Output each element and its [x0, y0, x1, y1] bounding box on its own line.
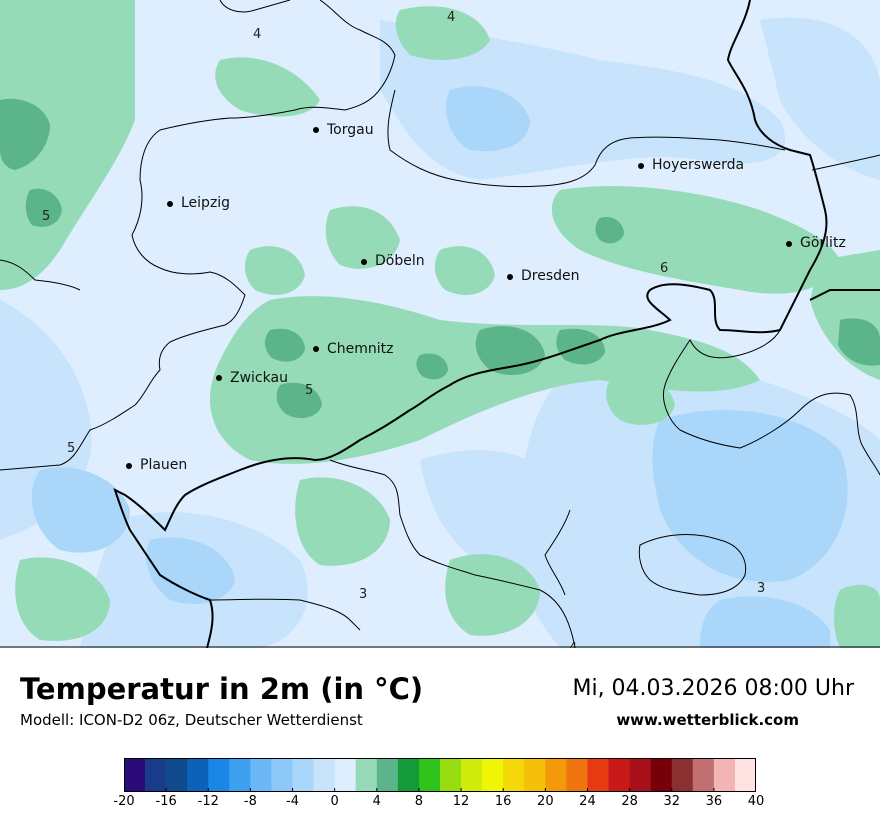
legend-tick-label: -20 — [113, 794, 135, 809]
legend-frame — [124, 758, 756, 792]
city-marker — [216, 375, 222, 381]
legend-color-cell — [608, 758, 630, 792]
city-goerlitz: Görlitz — [786, 235, 846, 251]
legend-tick-label: 4 — [372, 794, 381, 809]
city-leipzig: Leipzig — [167, 195, 230, 211]
isotherm-label: 3 — [757, 581, 765, 596]
map-title: Temperatur in 2m (in °C) — [20, 672, 424, 706]
city-label: Görlitz — [800, 235, 846, 251]
legend-color-cell — [503, 758, 525, 792]
isotherm-label: 4 — [447, 10, 455, 25]
city-doebeln: Döbeln — [361, 253, 425, 269]
legend-tick-label: 20 — [537, 794, 554, 809]
legend-color-cell — [208, 758, 230, 792]
legend-tick-label: 8 — [414, 794, 424, 809]
legend-color-cell — [187, 758, 209, 792]
color-legend-ticks: -20 -16 -12 -8 -4 0 4 8 12 16 20 24 28 32 36 40 — [104, 794, 776, 814]
legend-color-cell — [271, 758, 293, 792]
state-borders — [0, 0, 880, 648]
legend-color-cell — [461, 758, 483, 792]
city-label: Torgau — [326, 122, 374, 138]
city-label: Döbeln — [375, 253, 425, 269]
isotherm-label: 5 — [42, 209, 50, 224]
city-marker — [313, 346, 319, 352]
isotherm-label: 6 — [660, 261, 668, 276]
legend-color-cell — [250, 758, 272, 792]
city-marker — [313, 127, 319, 133]
legend-color-cell — [629, 758, 651, 792]
legend-color-cell — [334, 758, 357, 792]
city-label: Plauen — [140, 457, 187, 473]
model-info: Modell: ICON-D2 06z, Deutscher Wetterdie… — [20, 711, 363, 729]
national-border — [113, 0, 880, 648]
city-marker — [167, 201, 173, 207]
legend-color-cell — [124, 758, 146, 792]
city-plauen: Plauen — [126, 457, 187, 473]
legend-color-cell — [734, 758, 756, 792]
legend-color-cell — [313, 758, 335, 792]
legend-tick-label: -12 — [197, 794, 219, 809]
city-dresden: Dresden — [507, 268, 580, 284]
isotherm-label: 5 — [67, 441, 75, 456]
legend-tick-label: -8 — [243, 794, 257, 809]
isotherm-label: 4 — [569, 641, 577, 648]
legend-color-cell — [229, 758, 251, 792]
legend-color-cell — [587, 758, 609, 792]
legend-color-cell — [545, 758, 567, 792]
legend-color-cell — [376, 758, 399, 792]
city-label: Dresden — [521, 268, 580, 284]
legend-color-cell — [524, 758, 546, 792]
cities: Torgau Leipzig Hoyerswerda Döbeln Dresde… — [126, 122, 846, 473]
colder-zones — [31, 86, 848, 648]
city-label: Zwickau — [230, 370, 288, 386]
legend-color-cell — [692, 758, 715, 792]
forecast-datetime: Mi, 04.03.2026 08:00 Uhr — [572, 676, 854, 701]
legend-color-cell — [650, 758, 673, 792]
isotherm-labels: 4 4 5 6 5 5 3 3 4 — [42, 10, 765, 648]
legend-tick-label: 40 — [747, 794, 765, 809]
legend-color-cell — [418, 758, 441, 792]
temperature-map: 4 4 5 6 5 5 3 3 4 Torgau Leipzig Hoyersw… — [0, 0, 880, 648]
city-label: Chemnitz — [327, 341, 394, 357]
city-label: Hoyerswerda — [652, 157, 744, 173]
legend-color-cell — [397, 758, 420, 792]
city-marker — [507, 274, 513, 280]
isotherm-label: 5 — [305, 383, 313, 398]
isotherm-label: 4 — [253, 27, 261, 42]
legend-color-cell — [440, 758, 462, 792]
legend-color-cell — [145, 758, 167, 792]
legend-tick-label: 16 — [494, 794, 512, 809]
info-panel: Temperatur in 2m (in °C) Modell: ICON-D2… — [0, 648, 880, 830]
legend-tick-label: 0 — [330, 794, 339, 809]
legend-tick-label: 28 — [621, 794, 638, 809]
city-label: Leipzig — [181, 195, 230, 211]
city-torgau: Torgau — [313, 122, 374, 138]
legend-color-cell — [671, 758, 694, 792]
city-zwickau: Zwickau — [216, 370, 288, 386]
city-marker — [361, 259, 367, 265]
legend-tick-label: 36 — [705, 794, 723, 809]
city-chemnitz: Chemnitz — [313, 341, 394, 357]
legend-tick-label: 24 — [579, 794, 596, 809]
legend-tick-label: -16 — [155, 794, 177, 809]
color-legend — [124, 758, 756, 792]
isotherm-label: 3 — [359, 587, 367, 602]
legend-tick-label: 32 — [663, 794, 680, 809]
city-marker — [638, 163, 644, 169]
legend-color-cell — [713, 758, 736, 792]
legend-tick-label: 12 — [452, 794, 470, 809]
legend-color-cell — [482, 758, 504, 792]
city-marker — [126, 463, 132, 469]
legend-color-cell — [566, 758, 588, 792]
legend-color-cell — [166, 758, 188, 792]
city-marker — [786, 241, 792, 247]
legend-tick-label: -4 — [286, 794, 300, 809]
legend-color-cell — [355, 758, 378, 792]
legend-color-cell — [292, 758, 314, 792]
website-link[interactable]: www.wetterblick.com — [616, 711, 799, 729]
city-hoyerswerda: Hoyerswerda — [638, 157, 744, 173]
